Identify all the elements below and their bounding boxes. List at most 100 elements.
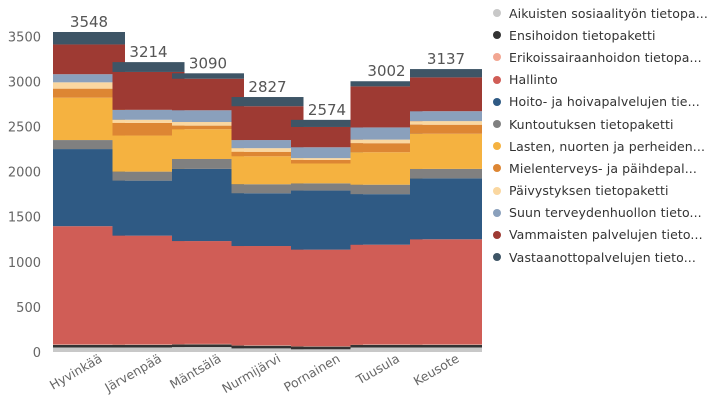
bar-segment[interactable] xyxy=(350,143,423,153)
bar-segment[interactable] xyxy=(231,184,304,194)
bar-segment[interactable] xyxy=(291,159,363,164)
legend-label: Suun terveydenhuollon tieto... xyxy=(509,205,702,221)
bar-segment[interactable] xyxy=(350,184,423,195)
bar-segment[interactable] xyxy=(172,347,244,352)
bar-segment[interactable] xyxy=(231,348,304,352)
bar-segment[interactable] xyxy=(53,74,125,83)
legend-item[interactable]: Hallinto xyxy=(493,69,711,91)
bar-segment[interactable] xyxy=(53,32,125,45)
bar-segment[interactable] xyxy=(172,122,244,126)
bar-segment[interactable] xyxy=(291,126,363,148)
bar-segment[interactable] xyxy=(291,183,363,191)
bar-segment[interactable] xyxy=(291,163,363,184)
bar-segment[interactable] xyxy=(410,168,482,179)
y-tick-label: 1500 xyxy=(8,211,41,226)
stacked-bar-chart: 0 500 1000 1500 2000 2500 3000 3500 3548 3214 309… xyxy=(8,13,482,396)
bar-segment[interactable] xyxy=(410,69,482,78)
bar-segment[interactable] xyxy=(112,344,185,348)
legend-item[interactable]: Lasten, nuorten ja perheiden... xyxy=(493,135,711,157)
bar-segment[interactable] xyxy=(410,178,482,240)
legend-swatch-icon xyxy=(493,230,501,239)
legend-swatch-icon xyxy=(493,186,501,195)
legend-label: Hoito- ja hoivapalvelujen tie... xyxy=(509,94,700,110)
total-label: 2574 xyxy=(308,101,346,119)
total-label: 2827 xyxy=(248,78,286,96)
bar-stack[interactable] xyxy=(410,69,482,352)
legend-swatch-icon xyxy=(493,208,501,217)
bar-segment[interactable] xyxy=(350,81,423,87)
bar-segment[interactable] xyxy=(53,88,125,98)
bar-segment[interactable] xyxy=(410,111,482,122)
legend-item[interactable]: Erikoissairaanhoidon tietopa... xyxy=(493,46,711,68)
x-tick-label: Hyvinkää xyxy=(47,351,105,393)
y-tick-label: 2500 xyxy=(8,121,41,136)
legend-swatch-icon xyxy=(493,31,501,40)
y-axis: 0 500 1000 1500 2000 2500 3000 3500 xyxy=(8,30,41,361)
total-labels: 3548 3214 3090 2827 2574 3002 3137 xyxy=(70,13,465,119)
legend-label: Vammaisten palvelujen tieto... xyxy=(509,227,703,243)
bar-segment[interactable] xyxy=(231,151,304,157)
total-label: 3002 xyxy=(367,62,405,80)
legend-item[interactable]: Hoito- ja hoivapalvelujen tie... xyxy=(493,91,711,113)
bar-segment[interactable] xyxy=(172,158,244,169)
bar-segment[interactable] xyxy=(53,347,125,352)
bar-segment[interactable] xyxy=(350,139,423,144)
total-label: 3137 xyxy=(427,50,465,68)
bar-segment[interactable] xyxy=(410,77,482,112)
legend-label: Lasten, nuorten ja perheiden... xyxy=(509,138,706,154)
bar-segment[interactable] xyxy=(172,73,244,79)
bar-segment[interactable] xyxy=(53,140,125,150)
legend-item[interactable]: Aikuisten sosiaalityön tietopa... xyxy=(493,2,711,24)
legend-label: Hallinto xyxy=(509,72,558,88)
legend-label: Mielenterveys- ja päihdepal... xyxy=(509,160,697,176)
bar-segment[interactable] xyxy=(231,148,304,152)
bar-segment[interactable] xyxy=(112,171,185,181)
legend-item[interactable]: Suun terveydenhuollon tieto... xyxy=(493,202,711,224)
bar-segment[interactable] xyxy=(231,345,304,349)
x-tick-label: Järvenpää xyxy=(101,351,164,396)
bar-segment[interactable] xyxy=(112,109,185,120)
bar-segment[interactable] xyxy=(112,119,185,123)
bar-segment[interactable] xyxy=(410,347,482,352)
bar-segment[interactable] xyxy=(172,344,244,348)
total-label: 3548 xyxy=(70,13,108,31)
bar-segment[interactable] xyxy=(53,344,125,348)
bar-segment[interactable] xyxy=(231,97,304,107)
bar-segment[interactable] xyxy=(172,125,244,130)
legend-item[interactable]: Ensihoidon tietopaketti xyxy=(493,24,711,46)
legend: Aikuisten sosiaalityön tietopa... Ensihoi… xyxy=(493,2,711,268)
bar-segment[interactable] xyxy=(410,121,482,125)
bar-segment[interactable] xyxy=(410,133,482,169)
bar-segment[interactable] xyxy=(410,344,482,348)
bar-segment[interactable] xyxy=(112,62,185,72)
bar-segment[interactable] xyxy=(172,110,244,123)
legend-item[interactable]: Mielenterveys- ja päihdepal... xyxy=(493,157,711,179)
bar-segment[interactable] xyxy=(350,344,423,348)
bar-segment[interactable] xyxy=(291,349,363,352)
legend-swatch-icon xyxy=(493,164,501,173)
y-tick-label: 3500 xyxy=(8,30,41,45)
bar-segment[interactable] xyxy=(291,147,363,159)
legend-item[interactable]: Kuntoutuksen tietopaketti xyxy=(493,113,711,135)
bar-segment[interactable] xyxy=(112,122,185,136)
bar-segment[interactable] xyxy=(350,127,423,140)
bar-segment[interactable] xyxy=(291,119,363,127)
legend-item[interactable]: Vastaanottopalvelujen tieto... xyxy=(493,246,711,268)
bars-group xyxy=(53,32,482,352)
x-tick-label: Mäntsälä xyxy=(167,351,223,392)
bar-segment[interactable] xyxy=(53,82,125,89)
bar-segment[interactable] xyxy=(291,158,363,160)
legend-item[interactable]: Päivystyksen tietopaketti xyxy=(493,180,711,202)
bar-segment[interactable] xyxy=(291,346,363,350)
bar-segment[interactable] xyxy=(231,140,304,149)
legend-label: Ensihoidon tietopaketti xyxy=(509,27,656,43)
legend-swatch-icon xyxy=(493,120,501,129)
legend-swatch-icon xyxy=(493,97,501,106)
bar-segment[interactable] xyxy=(410,239,482,345)
y-tick-label: 3000 xyxy=(8,75,41,90)
bar-segment[interactable] xyxy=(410,124,482,134)
bar-segment[interactable] xyxy=(350,347,423,352)
legend-item[interactable]: Vammaisten palvelujen tieto... xyxy=(493,224,711,246)
bar-segment[interactable] xyxy=(112,347,185,352)
legend-label: Kuntoutuksen tietopaketti xyxy=(509,116,674,132)
